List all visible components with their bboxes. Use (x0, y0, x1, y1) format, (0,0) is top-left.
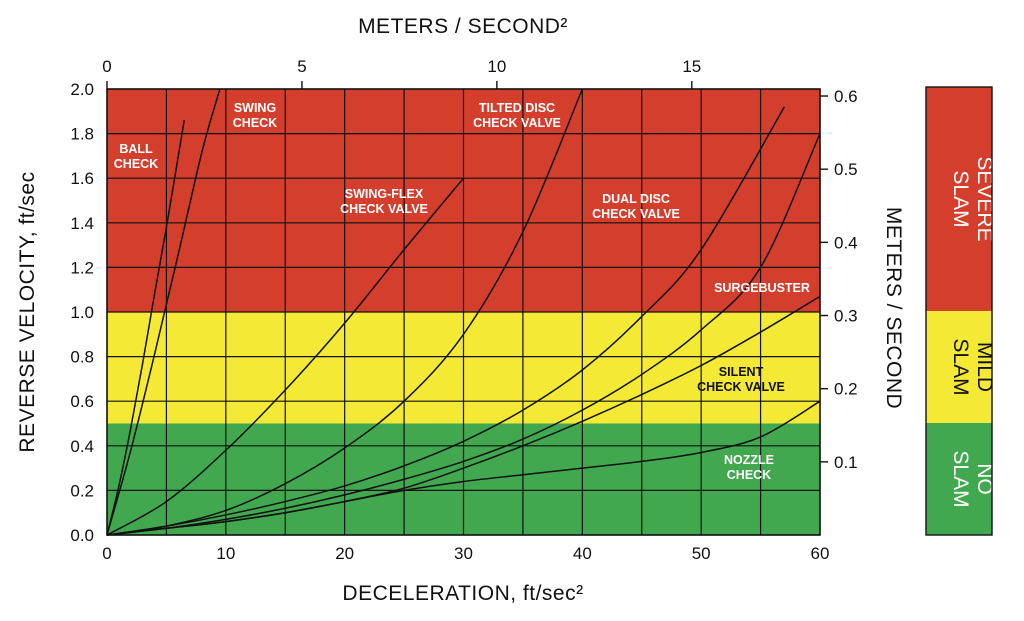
curve-label-line: SILENT (719, 365, 764, 379)
top-axis-title: METERS / SECOND² (358, 15, 568, 38)
legend-band-mild-slam (926, 311, 992, 423)
curve-label-line: CHECK VALVE (340, 202, 428, 216)
top-tick-label: 10 (487, 57, 506, 76)
curve-label-line: NOZZLE (724, 453, 774, 467)
curve-label-swing-flex-check-valve: SWING-FLEX CHECK VALVE (340, 187, 428, 216)
grid-lines (106, 88, 821, 536)
curve-label-line: DUAL DISC (602, 192, 670, 206)
x-tick-label: 10 (216, 544, 235, 563)
y-tick-label: 2.0 (70, 80, 94, 99)
curve-label-line: CHECK (233, 116, 277, 130)
curve-tilted-disc-check-valve (106, 88, 584, 536)
curve-label-tilted-disc-check-valve: TILTED DISC CHECK VALVE (473, 101, 561, 130)
y-tick-label: 0.8 (70, 348, 94, 367)
curve-swing-check (106, 88, 221, 536)
curve-label-surgebuster: SURGEBUSTER (714, 281, 810, 295)
y-tick-label: 1.8 (70, 125, 94, 144)
y-tick-label: 0.4 (70, 437, 94, 456)
legend-label-mild-slam: SLAM (949, 338, 972, 395)
curve-label-line: CHECK (727, 468, 771, 482)
curve-label-line: SURGEBUSTER (714, 281, 810, 295)
x-tick-label: 40 (573, 544, 592, 563)
x-axis-title: DECELERATION, ft/sec² (342, 582, 583, 605)
curve-surgebuster (106, 133, 821, 536)
curve-label-ball-check: BALL CHECK (114, 142, 158, 171)
curve-dual-disc-check-valve (106, 106, 785, 536)
x-tick-label: 50 (692, 544, 711, 563)
legend-label-no-slam: NO (973, 463, 996, 495)
top-tick-label: 15 (682, 57, 701, 76)
curve-label-line: SWING-FLEX (345, 187, 424, 201)
x-tick-label: 0 (102, 544, 111, 563)
right-tick-label: 0.6 (834, 87, 858, 106)
legend-band-severe-slam (926, 87, 992, 311)
curve-label-line: SWING (234, 101, 276, 115)
curve-label-dual-disc-check-valve: DUAL DISC CHECK VALVE (592, 192, 680, 221)
axes: 0 10 20 30 40 50 600.00.20.40.60.81.01.21.41.6… (70, 57, 857, 563)
curve-label-line: CHECK VALVE (473, 116, 561, 130)
y-tick-label: 1.2 (70, 258, 94, 277)
legend-label-severe-slam: SEVERE (973, 156, 996, 241)
y-tick-label: 0.6 (70, 392, 94, 411)
curve-label-line: TILTED DISC (479, 101, 555, 115)
right-axis-title: METERS / SECOND (882, 207, 905, 409)
y-tick-label: 0.0 (70, 526, 94, 545)
y-tick-label: 1.4 (70, 214, 94, 233)
legend-label-mild-slam: MILD (973, 342, 996, 392)
legend-frame (925, 86, 993, 536)
right-tick-label: 0.1 (834, 453, 858, 472)
y-tick-label: 1.0 (70, 303, 94, 322)
curve-label-silent-check-valve: SILENT CHECK VALVE (697, 365, 785, 394)
right-tick-label: 0.5 (834, 160, 858, 179)
legend-label-severe-slam: SLAM (949, 170, 972, 227)
top-tick-label: 5 (297, 57, 306, 76)
curve-label-nozzle-check: NOZZLE CHECK (724, 453, 774, 482)
plot-frame (106, 88, 821, 536)
y-axis-title: REVERSE VELOCITY, ft/sec (16, 171, 39, 452)
y-tick-label: 1.6 (70, 169, 94, 188)
right-tick-label: 0.4 (834, 233, 858, 252)
legend-label-no-slam: SLAM (949, 450, 972, 507)
x-tick-label: 20 (335, 544, 354, 563)
curve-label-line: BALL (119, 142, 153, 156)
top-tick-label: 0 (102, 57, 111, 76)
legend-band-no-slam (926, 423, 992, 535)
curves (106, 88, 821, 536)
right-tick-label: 0.2 (834, 380, 858, 399)
curve-swing-flex-check-valve (106, 177, 465, 536)
curve-label-line: CHECK VALVE (697, 380, 785, 394)
curve-label-line: CHECK VALVE (592, 207, 680, 221)
x-tick-label: 60 (811, 544, 830, 563)
curve-ball-check (106, 120, 185, 536)
right-tick-label: 0.3 (834, 307, 858, 326)
x-tick-label: 30 (454, 544, 473, 563)
y-tick-label: 0.2 (70, 481, 94, 500)
curve-label-swing-check: SWING CHECK (233, 101, 277, 130)
curve-nozzle-check (106, 400, 821, 536)
curve-label-line: CHECK (114, 157, 158, 171)
